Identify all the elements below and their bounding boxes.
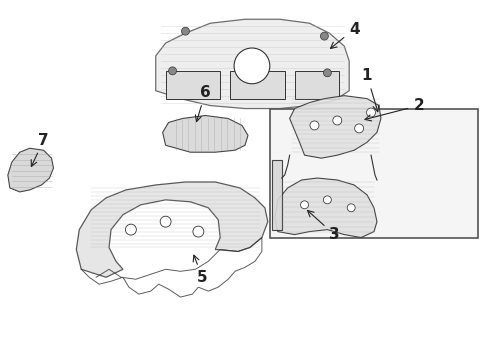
Text: 1: 1 xyxy=(362,68,379,112)
Polygon shape xyxy=(76,182,268,277)
Bar xyxy=(166,71,220,99)
Circle shape xyxy=(323,196,331,204)
Bar xyxy=(270,109,478,238)
Circle shape xyxy=(347,204,355,212)
Text: 7: 7 xyxy=(31,133,49,166)
Circle shape xyxy=(320,32,328,40)
Polygon shape xyxy=(275,178,377,238)
Circle shape xyxy=(193,226,204,237)
Bar xyxy=(230,71,285,99)
Circle shape xyxy=(234,48,270,84)
Text: 3: 3 xyxy=(308,211,340,242)
Circle shape xyxy=(160,216,171,227)
Circle shape xyxy=(181,27,190,35)
Circle shape xyxy=(169,67,176,75)
Circle shape xyxy=(367,108,375,117)
Circle shape xyxy=(333,116,342,125)
Text: 2: 2 xyxy=(365,98,424,121)
Text: 6: 6 xyxy=(196,85,211,122)
Circle shape xyxy=(323,69,331,77)
Polygon shape xyxy=(163,116,248,152)
Circle shape xyxy=(300,201,309,209)
Text: 4: 4 xyxy=(330,22,360,49)
Text: 5: 5 xyxy=(193,255,208,285)
Circle shape xyxy=(355,124,364,133)
Polygon shape xyxy=(290,96,381,158)
Circle shape xyxy=(125,224,136,235)
Bar xyxy=(294,71,339,99)
Polygon shape xyxy=(272,160,282,230)
Circle shape xyxy=(310,121,319,130)
Polygon shape xyxy=(156,19,349,109)
Polygon shape xyxy=(8,148,53,192)
